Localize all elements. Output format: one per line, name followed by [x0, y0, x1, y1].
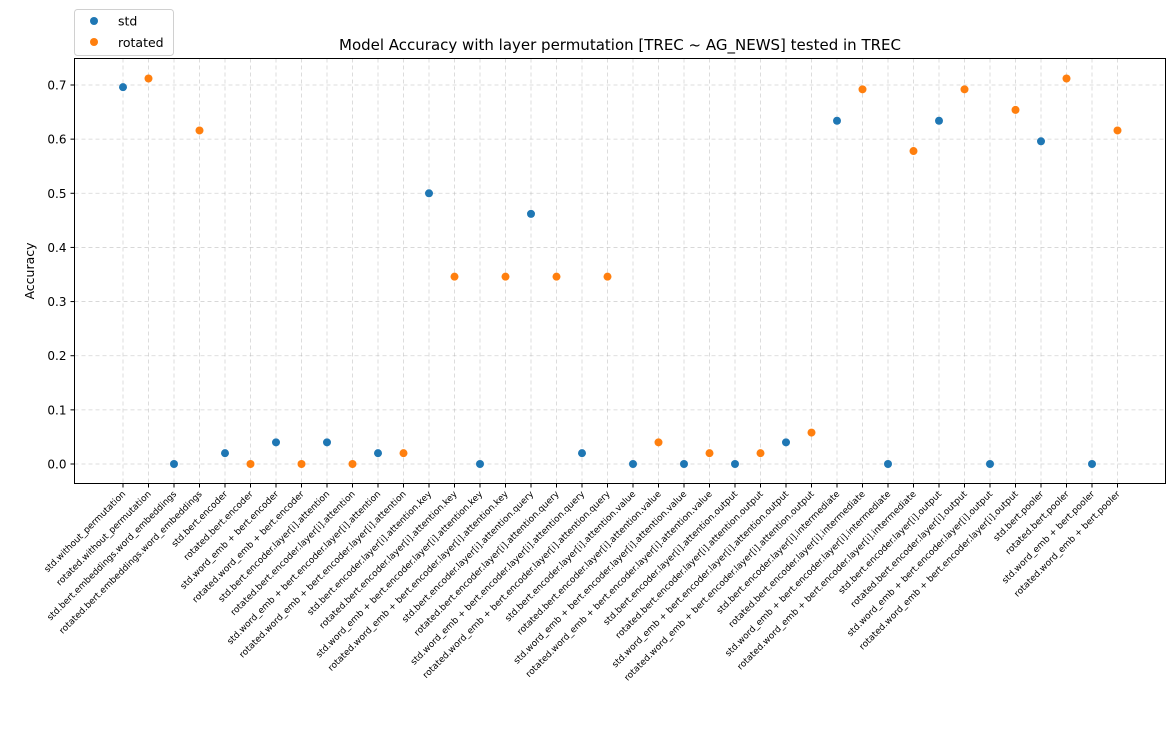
data-point-std [782, 438, 790, 447]
data-point-rotated [960, 85, 969, 94]
data-point-std [221, 449, 229, 458]
y-tick-label: 0.0 [47, 458, 66, 472]
data-point-std [119, 83, 127, 92]
data-point-std [1037, 137, 1045, 146]
data-point-std [323, 438, 331, 447]
data-points [119, 74, 1122, 468]
y-tick-label: 0.4 [47, 241, 66, 255]
data-point-std [578, 449, 586, 458]
data-point-std [935, 116, 943, 125]
data-point-std [1088, 460, 1096, 468]
y-tick-label: 0.1 [47, 403, 66, 417]
data-point-rotated [1011, 105, 1020, 114]
legend-label-rotated: rotated [118, 35, 164, 50]
data-point-rotated [297, 460, 306, 468]
data-point-rotated [807, 428, 816, 437]
data-point-std [629, 460, 637, 468]
data-point-rotated [450, 272, 459, 281]
y-tick-label: 0.6 [47, 133, 66, 147]
y-tick-label: 0.3 [47, 295, 66, 309]
x-tick-label: rotated.without_permutation [55, 490, 154, 589]
data-point-std [986, 460, 994, 468]
data-point-std [527, 209, 535, 218]
data-point-rotated [705, 449, 714, 458]
data-point-std [374, 449, 382, 458]
legend-label-std: std [118, 14, 137, 29]
data-point-rotated [858, 85, 867, 94]
legend-frame [74, 9, 174, 56]
data-point-std [731, 460, 739, 468]
data-point-rotated [246, 460, 255, 468]
data-point-rotated [195, 126, 204, 135]
plot-frame [74, 58, 1166, 484]
data-point-rotated [1062, 74, 1071, 83]
data-point-std [680, 460, 688, 468]
data-point-std [170, 460, 178, 468]
data-point-rotated [654, 438, 663, 447]
chart-title: Model Accuracy with layer permutation [T… [339, 36, 901, 55]
data-point-std [476, 460, 484, 468]
y-tick-label: 0.5 [47, 187, 66, 201]
y-axis-label: Accuracy [22, 242, 37, 300]
data-point-rotated [909, 147, 918, 156]
y-tick-label: 0.2 [47, 349, 66, 363]
x-tick-label: rotated.word_emb + bert.encoder.layer[i]… [238, 490, 409, 661]
data-point-rotated [552, 272, 561, 281]
data-point-std [272, 438, 280, 447]
grid [74, 58, 1166, 484]
y-axis-ticks: 0.0 0.1 0.2 0.3 0.4 0.5 0.6 0.7 [47, 79, 75, 472]
legend-marker-rotated [90, 38, 98, 46]
data-point-rotated [399, 449, 408, 458]
data-point-rotated [501, 272, 510, 281]
data-point-std [425, 189, 433, 198]
data-point-rotated [348, 460, 357, 468]
data-point-rotated [1113, 126, 1122, 135]
data-point-std [884, 460, 892, 468]
x-axis-ticks: std.without_permutationrotated.without_p… [43, 483, 1123, 683]
data-point-rotated [756, 449, 765, 458]
data-point-rotated [603, 272, 612, 281]
legend: std rotated [74, 9, 174, 56]
legend-marker-std [90, 17, 98, 25]
data-point-rotated [144, 74, 153, 83]
y-tick-label: 0.7 [47, 79, 66, 93]
data-point-std [833, 116, 841, 125]
